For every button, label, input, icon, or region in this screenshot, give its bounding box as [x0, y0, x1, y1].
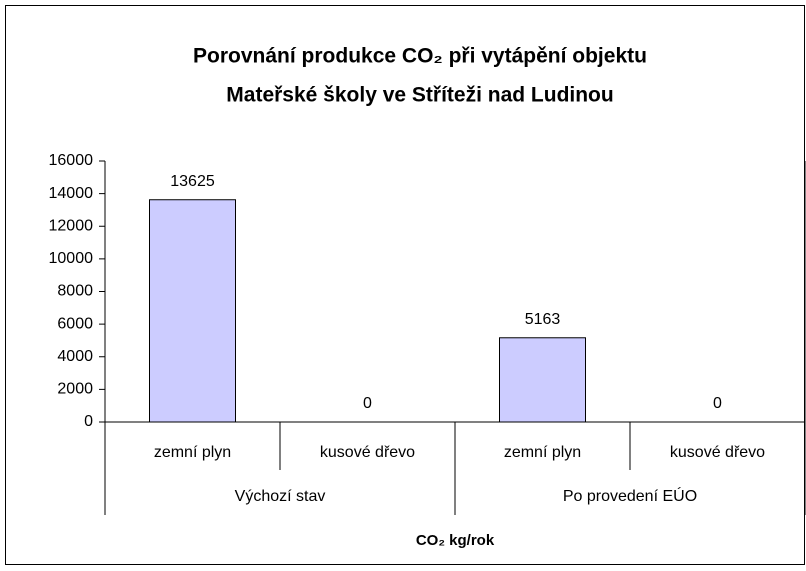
y-tick-label: 6000 — [57, 315, 93, 332]
data-label: 13625 — [170, 173, 215, 190]
x-tick-label: zemní plyn — [504, 444, 581, 461]
x-tick-label: kusové dřevo — [670, 444, 765, 461]
chart-frame — [5, 5, 805, 565]
group-label: Výchozí stav — [235, 488, 326, 505]
x-axis-title: CO₂ kg/rok — [416, 532, 495, 549]
x-tick-label: zemní plyn — [154, 444, 231, 461]
data-label: 0 — [363, 395, 372, 412]
chart-title: Mateřské školy ve Stříteži nad Ludinou — [226, 84, 613, 107]
data-label: 5163 — [525, 311, 561, 328]
bar — [149, 199, 236, 423]
y-tick-label: 14000 — [49, 185, 94, 202]
group-label: Po provedení EÚO — [563, 486, 697, 505]
y-tick-label: 16000 — [49, 152, 94, 169]
chart-title: Porovnání produkce CO₂ při vytápění obje… — [193, 45, 647, 68]
bar — [499, 337, 586, 423]
y-tick-label: 12000 — [49, 217, 94, 234]
y-tick-label: 2000 — [57, 381, 93, 398]
x-tick-label: kusové dřevo — [320, 444, 415, 461]
y-tick-label: 10000 — [49, 250, 94, 267]
y-tick-label: 0 — [84, 413, 93, 430]
y-tick-label: 8000 — [57, 283, 93, 300]
y-tick-label: 4000 — [57, 348, 93, 365]
data-label: 0 — [713, 395, 722, 412]
